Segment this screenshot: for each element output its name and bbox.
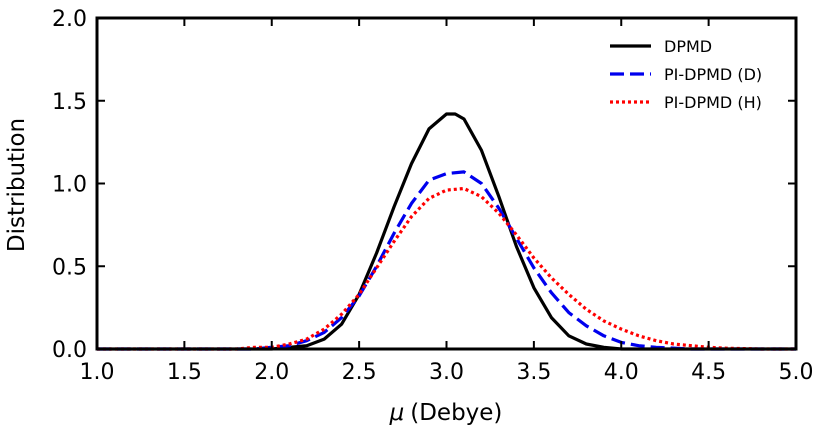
x-axis-label: μ (Debye) [389, 400, 503, 426]
legend: DPMD PI-DPMD (D) PI-DPMD (H) [610, 37, 762, 112]
plot-frame [95, 16, 798, 351]
x-tick-label-8: 5.0 [779, 360, 814, 385]
x-tick-label-5: 3.5 [516, 360, 551, 385]
x-tick-label-7: 4.5 [691, 360, 726, 385]
y-tick-label-4: 2.0 [52, 7, 87, 32]
tick-labels: 1.0 1.5 2.0 2.5 3.0 3.5 4.0 4.5 5.0 0.0 0.5 1.0 1.5 2… [52, 7, 814, 385]
y-tick-label-0: 0.0 [52, 338, 87, 363]
x-tick-label-2: 2.0 [254, 360, 289, 385]
x-tick-label-4: 3.0 [429, 360, 464, 385]
legend-label-dpmd: DPMD [664, 37, 712, 56]
x-axis-unit: (Debye) [410, 400, 502, 426]
legend-label-pi-dpmd-h: PI-DPMD (H) [664, 93, 762, 112]
x-axis-symbol: μ [389, 400, 405, 426]
x-tick-label-6: 4.0 [604, 360, 639, 385]
y-tick-label-2: 1.0 [52, 173, 87, 198]
y-axis-label: Distribution [4, 118, 30, 252]
series-line-pi-dpmd-d [97, 170, 796, 351]
x-tick-label-3: 2.5 [342, 360, 377, 385]
x-tick-label-0: 1.0 [80, 360, 115, 385]
series-line-pi-dpmd-h [97, 186, 796, 351]
legend-label-pi-dpmd-d: PI-DPMD (D) [664, 65, 762, 84]
plot-content [97, 112, 796, 351]
x-tick-label-1: 1.5 [167, 360, 202, 385]
y-tick-label-3: 1.5 [52, 90, 87, 115]
series-line-dpmd [97, 112, 796, 351]
y-tick-label-1: 0.5 [52, 255, 87, 280]
